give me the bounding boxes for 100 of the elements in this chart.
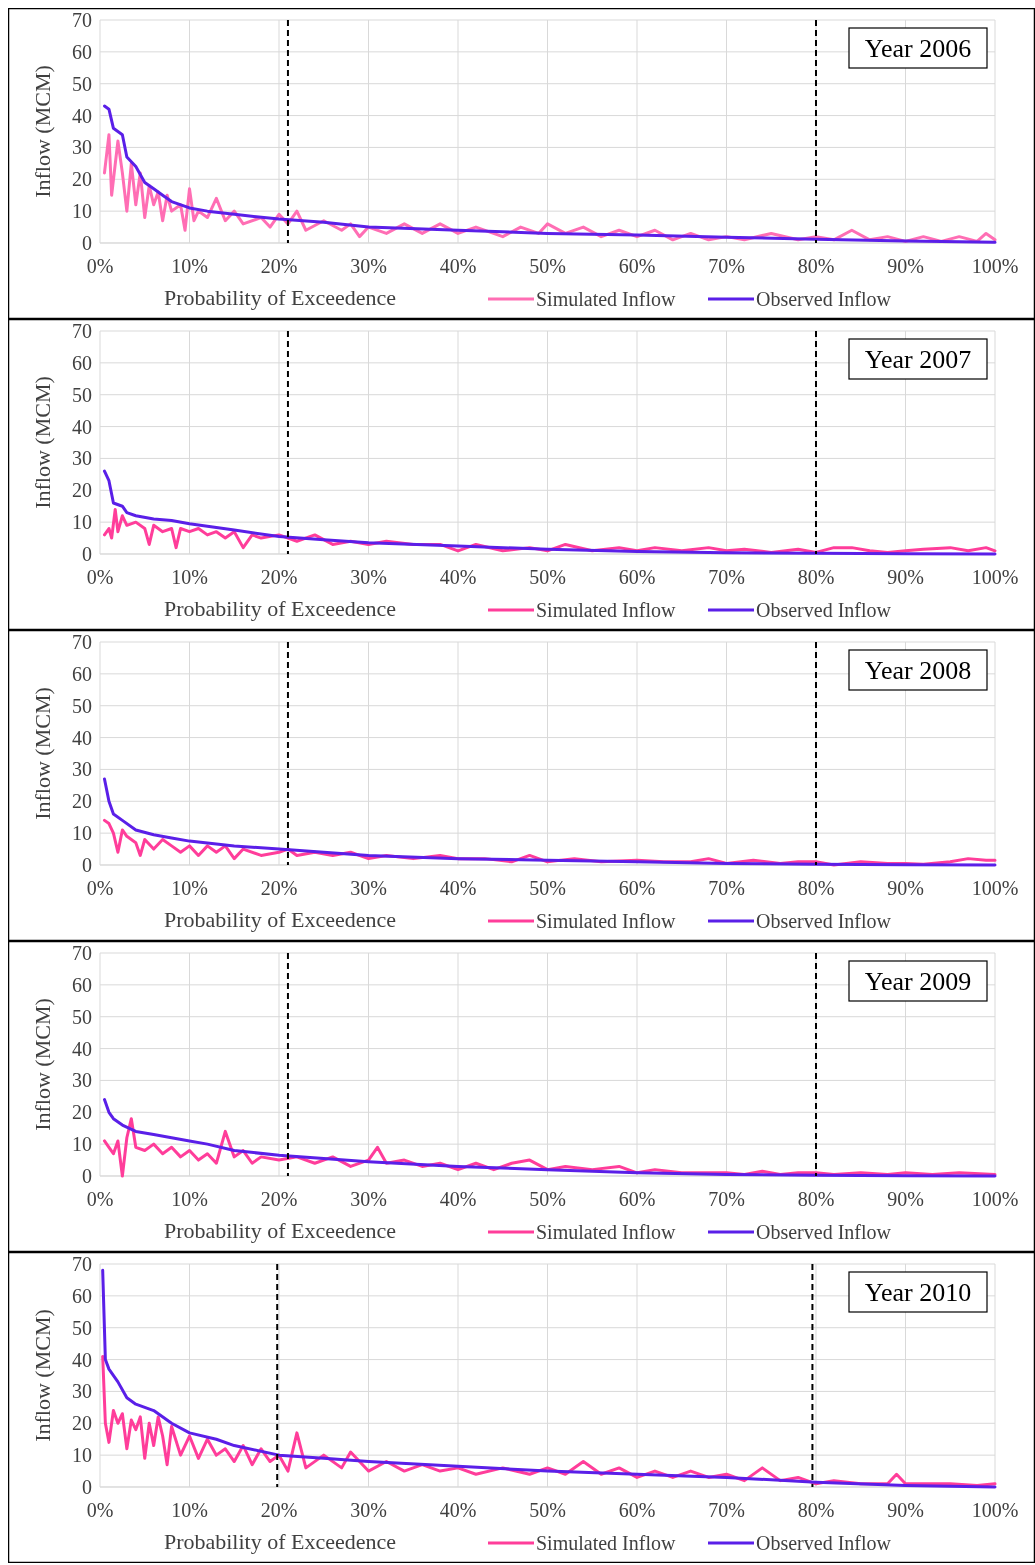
- y-tick-label: 30: [72, 447, 92, 470]
- y-tick-label: 20: [72, 1101, 92, 1124]
- annotation: Year 2009: [864, 967, 972, 997]
- legend-label: Observed Inflow: [756, 1221, 892, 1243]
- x-tick-label: 10%: [171, 255, 208, 277]
- y-tick-label: 60: [72, 351, 92, 374]
- x-tick-label: 100%: [971, 1188, 1019, 1210]
- x-tick-label: 20%: [260, 877, 298, 899]
- y-tick-label: 70: [72, 320, 92, 342]
- x-tick-label: 40%: [439, 1188, 477, 1210]
- x-tick-label: 20%: [260, 1499, 298, 1521]
- y-tick-label: 40: [72, 104, 92, 127]
- y-axis-title: Inflow (MCM): [30, 376, 55, 509]
- x-tick-label: 50%: [529, 1499, 566, 1521]
- annotation: Year 2008: [864, 656, 972, 686]
- y-tick-label: 10: [72, 200, 92, 223]
- x-tick-label: 10%: [171, 877, 208, 899]
- y-tick-label: 60: [72, 662, 92, 685]
- x-tick-label: 50%: [529, 255, 566, 277]
- x-tick-label: 10%: [171, 566, 208, 588]
- legend-label: Simulated Inflow: [536, 1532, 676, 1554]
- x-tick-label: 70%: [708, 877, 745, 899]
- y-tick-label: 0: [82, 543, 92, 565]
- y-tick-label: 60: [72, 1284, 92, 1307]
- x-tick-label: 0%: [86, 877, 114, 899]
- y-tick-label: 10: [72, 822, 92, 845]
- x-tick-label: 10%: [171, 1499, 208, 1521]
- y-tick-label: 50: [72, 1005, 92, 1028]
- x-tick-label: 0%: [86, 1499, 114, 1521]
- y-tick-label: 30: [72, 136, 92, 159]
- legend-label: Simulated Inflow: [536, 1221, 676, 1243]
- x-tick-label: 60%: [618, 255, 656, 277]
- x-tick-label: 40%: [439, 566, 477, 588]
- y-axis-title: Inflow (MCM): [30, 65, 55, 198]
- legend-label: Simulated Inflow: [536, 599, 676, 621]
- y-tick-label: 70: [72, 1253, 92, 1275]
- x-tick-label: 80%: [797, 566, 835, 588]
- y-tick-label: 30: [72, 1380, 92, 1403]
- y-tick-label: 50: [72, 383, 92, 406]
- x-tick-label: 90%: [887, 566, 924, 588]
- legend-label: Observed Inflow: [756, 1532, 892, 1554]
- legend-label: Simulated Inflow: [536, 288, 676, 310]
- x-tick-label: 80%: [797, 877, 835, 899]
- x-tick-label: 50%: [529, 1188, 566, 1210]
- y-axis-title: Inflow (MCM): [30, 687, 55, 820]
- x-tick-label: 100%: [971, 1499, 1019, 1521]
- x-tick-label: 40%: [439, 877, 477, 899]
- x-tick-label: 100%: [971, 255, 1019, 277]
- y-tick-label: 70: [72, 9, 92, 31]
- x-tick-label: 30%: [350, 1499, 387, 1521]
- x-tick-label: 90%: [887, 877, 924, 899]
- y-axis-title: Inflow (MCM): [30, 998, 55, 1131]
- x-tick-label: 20%: [260, 1188, 298, 1210]
- x-tick-label: 40%: [439, 1499, 477, 1521]
- x-tick-label: 70%: [708, 1188, 745, 1210]
- x-axis-title: Probability of Exceedence: [163, 1529, 397, 1554]
- x-axis-title: Probability of Exceedence: [163, 596, 397, 621]
- x-tick-label: 50%: [529, 566, 566, 588]
- x-tick-label: 100%: [971, 877, 1019, 899]
- x-axis-title: Probability of Exceedence: [163, 285, 397, 310]
- y-tick-label: 40: [72, 1037, 92, 1060]
- x-tick-label: 80%: [797, 1499, 835, 1521]
- y-tick-label: 50: [72, 1316, 92, 1339]
- y-tick-label: 10: [72, 511, 92, 534]
- legend-label: Observed Inflow: [756, 910, 892, 932]
- y-tick-label: 0: [82, 1476, 92, 1498]
- x-tick-label: 90%: [887, 255, 924, 277]
- x-tick-label: 100%: [971, 566, 1019, 588]
- y-tick-label: 30: [72, 1069, 92, 1092]
- legend-label: Observed Inflow: [756, 288, 892, 310]
- y-tick-label: 70: [72, 631, 92, 653]
- annotation: Year 2006: [864, 34, 972, 64]
- x-tick-label: 30%: [350, 1188, 387, 1210]
- x-tick-label: 50%: [529, 877, 566, 899]
- x-tick-label: 60%: [618, 566, 656, 588]
- x-tick-label: 0%: [86, 1188, 114, 1210]
- y-axis-title: Inflow (MCM): [30, 1309, 55, 1442]
- annotation: Year 2007: [864, 345, 972, 375]
- annotation: Year 2010: [864, 1278, 972, 1308]
- y-tick-label: 40: [72, 415, 92, 438]
- x-tick-label: 30%: [350, 566, 387, 588]
- x-tick-label: 40%: [439, 255, 477, 277]
- x-tick-label: 60%: [618, 1499, 656, 1521]
- y-tick-label: 20: [72, 790, 92, 813]
- y-tick-label: 40: [72, 726, 92, 749]
- y-tick-label: 60: [72, 973, 92, 996]
- x-tick-label: 0%: [86, 255, 114, 277]
- y-tick-label: 40: [72, 1348, 92, 1371]
- x-tick-label: 0%: [86, 566, 114, 588]
- y-tick-label: 0: [82, 232, 92, 254]
- x-tick-label: 70%: [708, 255, 745, 277]
- x-tick-label: 30%: [350, 255, 387, 277]
- x-tick-label: 60%: [618, 1188, 656, 1210]
- x-tick-label: 80%: [797, 1188, 835, 1210]
- x-tick-label: 10%: [171, 1188, 208, 1210]
- y-tick-label: 60: [72, 40, 92, 63]
- x-tick-label: 30%: [350, 877, 387, 899]
- y-tick-label: 70: [72, 942, 92, 964]
- y-tick-label: 50: [72, 694, 92, 717]
- x-axis-title: Probability of Exceedence: [163, 907, 397, 932]
